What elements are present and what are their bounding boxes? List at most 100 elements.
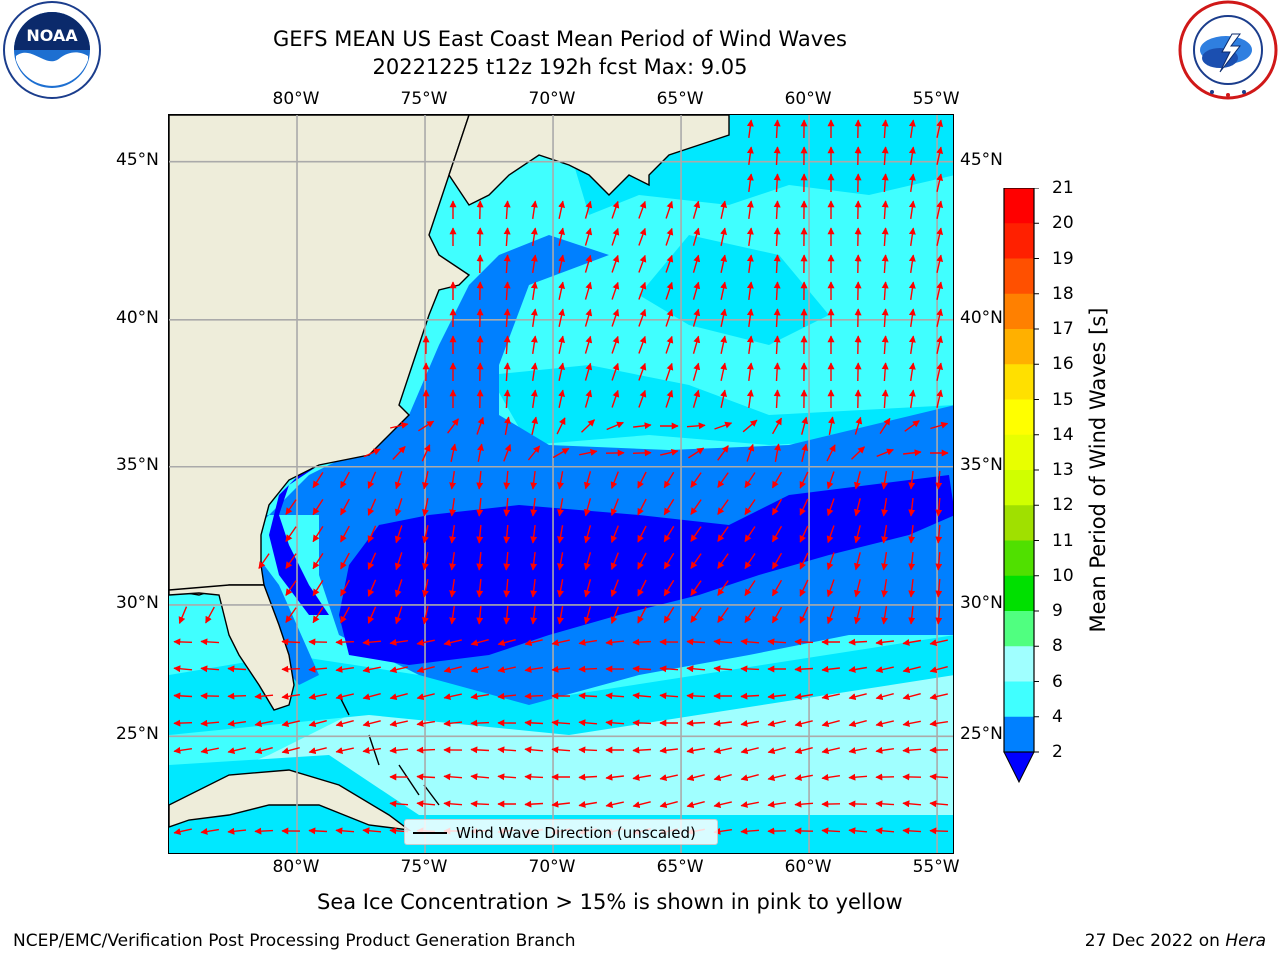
wind-arrow-308 xyxy=(610,552,619,571)
wind-arrow-386 xyxy=(578,638,598,646)
wind-arrow-544 xyxy=(605,801,624,808)
wind-arrow-36 xyxy=(773,200,781,220)
wind-arrow-564 xyxy=(362,827,382,835)
wind-arrow-578 xyxy=(740,827,760,835)
wind-arrow-366 xyxy=(771,606,783,624)
wind-arrow-324 xyxy=(367,579,377,597)
wind-arrow-457 xyxy=(173,719,193,727)
wind-arrow-259 xyxy=(663,498,675,516)
wind-arrow-549 xyxy=(740,801,759,808)
colorbar-segment-9 xyxy=(1004,399,1034,436)
wind-arrow-281 xyxy=(583,525,592,544)
lon-label-bottom-2: 70°W xyxy=(528,857,576,877)
wind-arrow-117 xyxy=(936,308,944,327)
wind-arrow-170 xyxy=(746,389,754,408)
wind-arrow-127 xyxy=(665,335,674,354)
wind-arrow-314 xyxy=(771,552,783,570)
wind-arrow-354 xyxy=(449,605,457,625)
wind-arrow-465 xyxy=(389,720,408,727)
wind-arrow-28 xyxy=(558,200,565,219)
wind-arrow-371 xyxy=(908,606,916,625)
wind-arrow-418 xyxy=(686,665,706,673)
wind-arrow-447 xyxy=(686,692,706,700)
wind-arrow-23 xyxy=(936,173,944,192)
wind-arrow-319 xyxy=(908,552,916,571)
wind-arrow-239 xyxy=(799,471,809,489)
wind-arrow-555 xyxy=(902,800,922,808)
wind-arrow-14 xyxy=(908,146,916,166)
wind-arrow-501 xyxy=(578,746,598,754)
wind-arrow-92 xyxy=(773,281,781,301)
wind-arrow-222 xyxy=(340,471,350,489)
wind-arrow-370 xyxy=(881,605,889,625)
wind-arrow-234 xyxy=(663,471,675,489)
wind-arrow-150 xyxy=(746,362,754,381)
land-florida xyxy=(169,584,295,711)
wind-arrow-226 xyxy=(449,470,457,490)
wind-arrow-456 xyxy=(929,693,948,701)
wind-arrow-450 xyxy=(767,692,786,700)
wind-arrow-53 xyxy=(720,227,727,246)
wind-arrow-455 xyxy=(902,693,921,701)
wind-arrow-83 xyxy=(530,281,538,301)
colorbar-segment-12 xyxy=(1004,293,1034,330)
wind-arrow-221 xyxy=(312,472,324,489)
wind-arrow-470 xyxy=(524,719,544,727)
wind-arrow-325 xyxy=(394,579,403,598)
wind-arrow-304 xyxy=(503,551,511,571)
wind-arrow-538 xyxy=(443,800,463,808)
wind-arrow-323 xyxy=(340,579,350,597)
wind-arrow-483 xyxy=(875,720,894,728)
wind-arrow-30 xyxy=(611,200,620,219)
wind-arrow-585 xyxy=(929,827,949,835)
wind-arrow-263 xyxy=(771,498,783,516)
wind-arrow-294 xyxy=(935,524,943,544)
wind-arrow-373 xyxy=(173,638,193,646)
wind-arrow-519 xyxy=(497,773,517,781)
wind-arrow-87 xyxy=(638,281,647,300)
wind-arrow-492 xyxy=(335,747,354,754)
wind-arrow-258 xyxy=(637,498,647,516)
wind-arrow-254 xyxy=(530,498,538,517)
wind-arrow-347 xyxy=(205,606,215,624)
wind-arrow-518 xyxy=(470,773,490,781)
wind-arrow-412 xyxy=(524,665,544,673)
colorbar-tick-11: 16 xyxy=(1052,354,1074,375)
wind-arrow-509 xyxy=(794,747,813,755)
wind-arrow-301 xyxy=(422,552,429,571)
wind-arrow-369 xyxy=(853,606,861,625)
wind-arrow-101 xyxy=(503,308,511,328)
wind-arrow-458 xyxy=(200,719,220,727)
wind-arrow-15 xyxy=(936,146,944,165)
wind-arrow-449 xyxy=(740,692,760,700)
wind-arrow-435 xyxy=(362,693,381,701)
wind-arrow-104 xyxy=(584,308,593,327)
wind-arrow-302 xyxy=(449,551,457,571)
colorbar-segment-13 xyxy=(1004,258,1034,295)
wind-arrow-495 xyxy=(416,746,436,754)
wind-arrow-46 xyxy=(530,227,538,247)
wind-arrow-562 xyxy=(308,827,328,835)
wind-arrow-400 xyxy=(173,665,193,673)
wind-arrow-427 xyxy=(929,666,948,674)
wind-arrow-238 xyxy=(771,471,783,489)
wind-arrow-249 xyxy=(394,498,403,517)
wind-arrow-290 xyxy=(826,525,835,544)
wind-arrow-285 xyxy=(690,526,702,542)
wind-arrow-484 xyxy=(902,720,921,727)
field-cyan-south xyxy=(169,635,953,853)
wind-arrow-273 xyxy=(367,525,377,543)
colorbar-tick-10: 15 xyxy=(1052,389,1074,410)
lon-label-bottom-3: 65°W xyxy=(656,857,704,877)
legend-line-sample xyxy=(413,832,447,834)
colorbar-tick-0: 2 xyxy=(1052,742,1063,762)
wind-arrow-40 xyxy=(881,200,889,220)
wind-arrow-193 xyxy=(801,416,809,435)
wind-arrow-212 xyxy=(717,445,729,461)
wind-arrow-360 xyxy=(610,606,619,625)
wind-arrow-73 xyxy=(773,254,781,274)
wind-arrow-498 xyxy=(497,746,517,754)
wind-arrow-70 xyxy=(692,254,701,273)
wind-arrow-21 xyxy=(881,173,889,193)
colorbar-tick-14: 19 xyxy=(1052,248,1074,269)
